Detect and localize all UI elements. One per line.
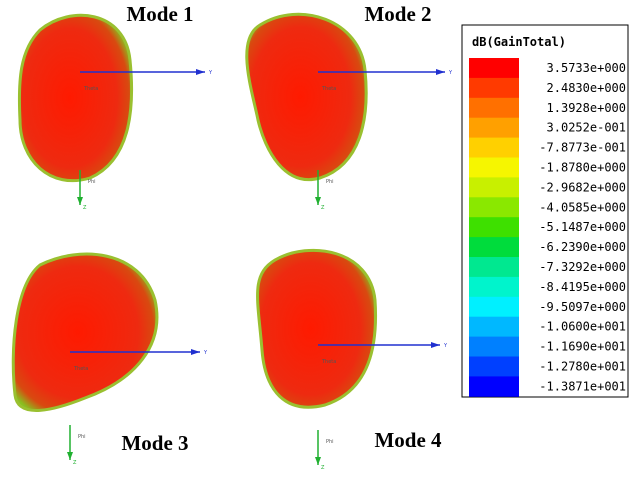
axis-label: Theta xyxy=(321,359,336,365)
arrow xyxy=(315,457,321,465)
axis-label: Phi xyxy=(326,439,334,445)
axis-label: Theta xyxy=(83,86,98,92)
legend-swatch xyxy=(469,58,519,78)
legend-swatch xyxy=(469,237,519,257)
legend-label: -8.4195e+000 xyxy=(539,280,626,294)
legend-label: -6.2390e+000 xyxy=(539,240,626,254)
radiation-pattern xyxy=(19,15,131,180)
axis-label: Phi xyxy=(88,179,96,185)
legend-swatch xyxy=(469,158,519,178)
arrow xyxy=(191,349,200,355)
legend-label: 1.3928e+000 xyxy=(547,101,626,115)
panel-title: Mode 1 xyxy=(126,2,193,26)
panel-title: Mode 3 xyxy=(121,431,188,455)
legend-swatch xyxy=(469,98,519,118)
axis-label: Phi xyxy=(326,179,334,185)
legend-swatch xyxy=(469,317,519,337)
legend-swatch xyxy=(469,78,519,98)
legend-title: dB(GainTotal) xyxy=(472,35,566,49)
legend-label: 3.5733e+000 xyxy=(547,61,626,75)
axis-label: Z xyxy=(83,205,87,211)
radiation-pattern xyxy=(258,250,376,407)
legend-label: -4.0585e+000 xyxy=(539,200,626,214)
radiation-pattern xyxy=(247,14,366,179)
axis-label: Phi xyxy=(78,434,86,440)
legend-swatch xyxy=(469,277,519,297)
legend-label: -1.1690e+001 xyxy=(539,340,626,354)
legend-swatch xyxy=(469,177,519,197)
arrow xyxy=(436,69,445,75)
legend-label: 3.0252e-001 xyxy=(547,121,626,135)
legend-label: -1.0600e+001 xyxy=(539,320,626,334)
axis-label: Z xyxy=(73,460,77,466)
legend-label: 2.4830e+000 xyxy=(547,81,626,95)
arrow xyxy=(431,342,440,348)
legend-label: -1.3871e+001 xyxy=(539,379,626,393)
axis-label: Y xyxy=(203,350,208,356)
axis-label: Theta xyxy=(73,366,88,372)
legend-swatch xyxy=(469,118,519,138)
legend-swatch xyxy=(469,138,519,158)
legend-swatch xyxy=(469,197,519,217)
legend-label: -7.8773e-001 xyxy=(539,141,626,155)
panel-title: Mode 2 xyxy=(364,2,431,26)
radiation-pattern xyxy=(13,254,157,410)
legend-swatch xyxy=(469,357,519,377)
legend-label: -5.1487e+000 xyxy=(539,220,626,234)
figure: Y Z Phi Theta Y Z Phi Theta Y Z Phi Theta Y Z Phi Theta… xyxy=(0,0,633,484)
arrow xyxy=(67,452,73,460)
axis-label: Y xyxy=(208,70,213,76)
legend-swatch xyxy=(469,297,519,317)
arrow xyxy=(196,69,205,75)
legend-swatch xyxy=(469,376,519,396)
axis-label: Y xyxy=(448,70,453,76)
panel-title: Mode 4 xyxy=(374,428,442,452)
legend-label: -1.8780e+000 xyxy=(539,160,626,174)
legend-swatch xyxy=(469,257,519,277)
arrow xyxy=(77,197,83,205)
axis-label: Z xyxy=(321,465,325,471)
legend-swatch xyxy=(469,337,519,357)
arrow xyxy=(315,197,321,205)
legend-label: -9.5097e+000 xyxy=(539,300,626,314)
legend-label: -1.2780e+001 xyxy=(539,359,626,373)
axis-label: Theta xyxy=(321,86,336,92)
legend-label: -7.3292e+000 xyxy=(539,260,626,274)
axis-label: Z xyxy=(321,205,325,211)
legend-swatch xyxy=(469,217,519,237)
legend-label: -2.9682e+000 xyxy=(539,180,626,194)
axis-label: Y xyxy=(443,343,448,349)
